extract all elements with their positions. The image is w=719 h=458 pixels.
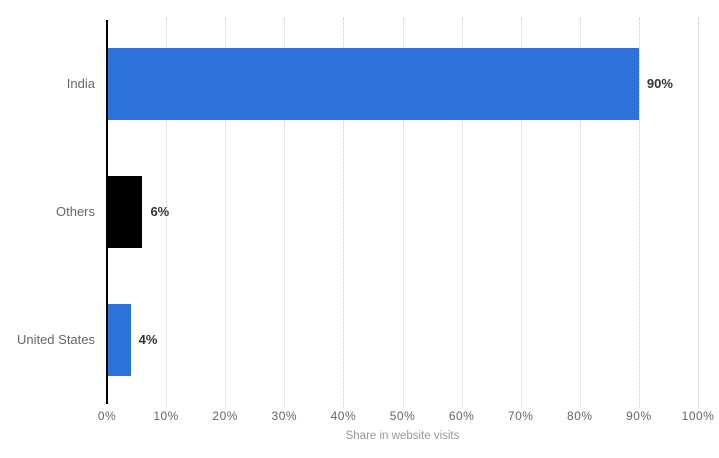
plot-area: India 90% Others 6% United States 4% bbox=[17, 18, 699, 408]
x-tick-label-80: 80% bbox=[567, 409, 593, 423]
x-tick-label-40: 40% bbox=[330, 409, 357, 423]
gridline-90 bbox=[638, 18, 640, 408]
bar-row-others: Others 6% bbox=[56, 148, 698, 276]
gridline-60 bbox=[461, 18, 463, 408]
gridline-70 bbox=[520, 18, 522, 408]
x-axis-ticks: 0% 10% 20% 30% 40% 50% 60% 70% 80% 90% 100% bbox=[98, 409, 714, 425]
x-tick-label-60: 60% bbox=[448, 409, 475, 423]
bar bbox=[107, 304, 131, 376]
value-label: 6% bbox=[150, 204, 170, 219]
value-label: 90% bbox=[646, 76, 673, 91]
x-tick-label-90: 90% bbox=[626, 409, 652, 423]
x-tick-label-50: 50% bbox=[389, 409, 416, 423]
bar-row-united-states: United States 4% bbox=[17, 276, 698, 404]
x-tick-label-30: 30% bbox=[271, 409, 298, 423]
category-label: United States bbox=[16, 332, 95, 347]
gridline-10 bbox=[166, 18, 168, 408]
x-tick-label-70: 70% bbox=[507, 409, 534, 423]
gridline-20 bbox=[225, 18, 227, 408]
x-axis-label: Share in website visits bbox=[345, 430, 460, 442]
value-label: 4% bbox=[138, 332, 158, 347]
x-tick-label-10: 10% bbox=[153, 409, 179, 423]
bar bbox=[107, 176, 143, 248]
category-label: India bbox=[66, 76, 95, 91]
gridline-50 bbox=[402, 18, 404, 408]
bar bbox=[107, 48, 639, 120]
x-tick-label-20: 20% bbox=[212, 409, 238, 423]
gridline-80 bbox=[579, 18, 581, 408]
gridline-40 bbox=[343, 18, 345, 408]
x-tick-label-0: 0% bbox=[97, 409, 117, 423]
bar-row-india: India 90% bbox=[67, 20, 698, 148]
category-label: Others bbox=[55, 204, 95, 219]
gridline-100 bbox=[698, 18, 699, 408]
x-tick-label-100: 100% bbox=[681, 409, 715, 423]
gridline-30 bbox=[284, 18, 286, 408]
y-axis-line bbox=[106, 20, 108, 404]
